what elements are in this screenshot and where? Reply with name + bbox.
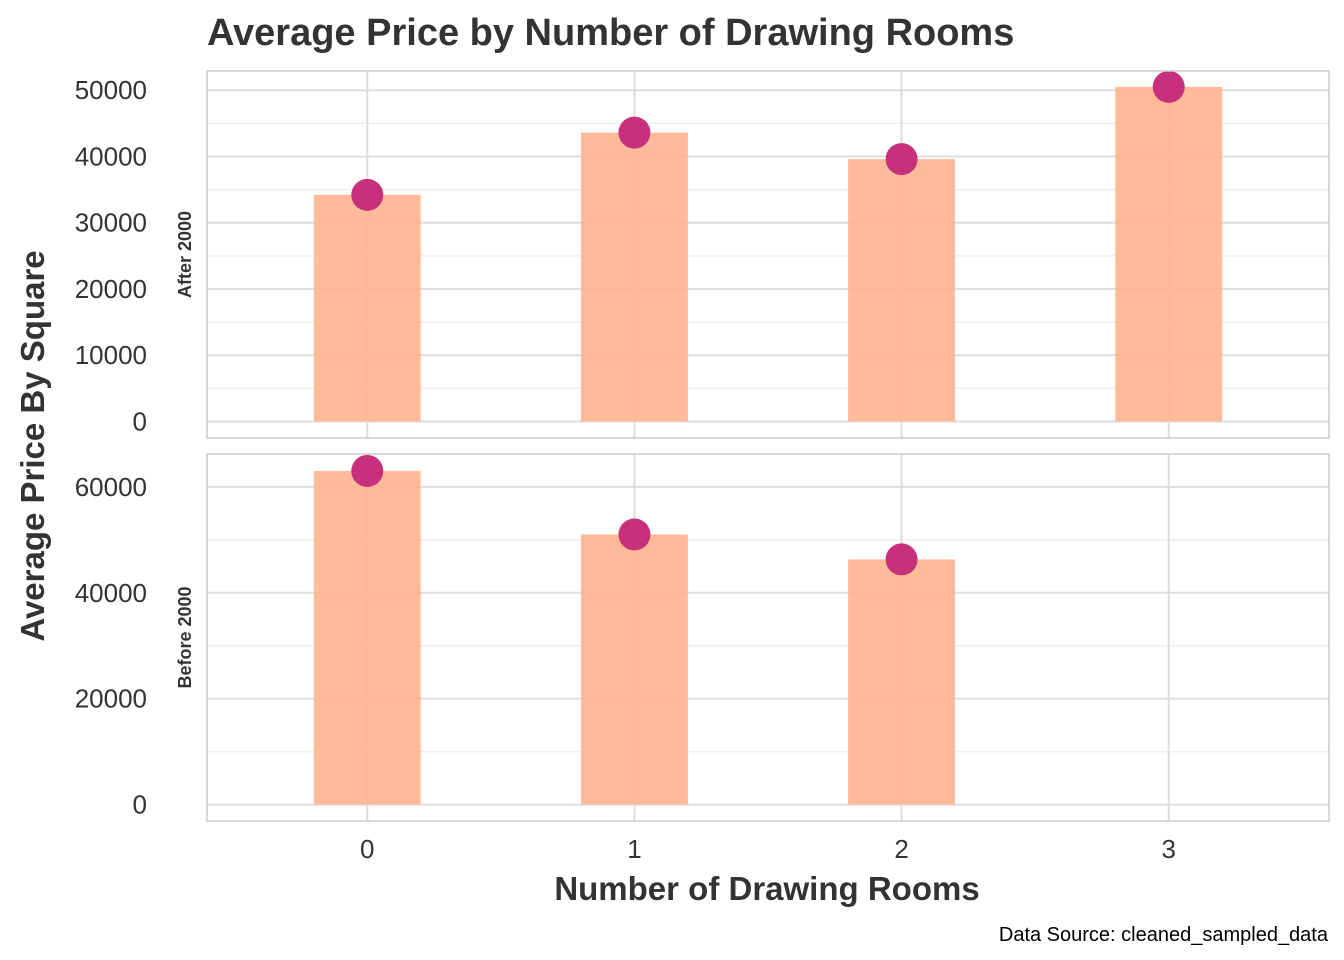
- data-point: [885, 143, 918, 176]
- panel-before-2000: 0 20000 40000 60000 Before 2000: [75, 453, 1330, 822]
- panel-border: [206, 70, 1330, 439]
- y-tick-label: 0: [133, 406, 147, 436]
- y-tick-label: 0: [133, 790, 147, 820]
- bar: [848, 159, 955, 422]
- data-point: [351, 178, 384, 211]
- y-axis-title: Average Price By Square: [14, 250, 51, 641]
- x-tick-label: 0: [360, 834, 374, 864]
- data-point: [351, 454, 384, 487]
- y-tick-label: 40000: [75, 141, 147, 171]
- data-point: [618, 116, 651, 149]
- bar: [1115, 86, 1223, 422]
- data-point: [1152, 70, 1185, 103]
- caption: Data Source: cleaned_sampled_data: [999, 924, 1329, 946]
- bar: [581, 132, 688, 422]
- panel-border: [206, 453, 1330, 822]
- bar: [313, 194, 421, 422]
- bar: [581, 534, 688, 805]
- chart-title: Average Price by Number of Drawing Rooms: [207, 12, 1014, 54]
- x-axis-ticks: 0 1 2 3: [360, 834, 1176, 864]
- panel-label: After 2000: [175, 211, 195, 298]
- x-tick-label: 3: [1161, 834, 1175, 864]
- x-tick-label: 1: [627, 834, 641, 864]
- data-point: [885, 543, 918, 576]
- data-point: [618, 518, 651, 551]
- y-tick-label: 40000: [75, 578, 147, 608]
- y-tick-label: 30000: [75, 208, 147, 238]
- bar: [313, 470, 421, 805]
- bar: [848, 559, 955, 805]
- y-tick-label: 60000: [75, 472, 147, 502]
- y-tick-label: 50000: [75, 75, 147, 105]
- y-tick-label: 20000: [75, 274, 147, 304]
- panel-after-2000: 0 10000 20000 30000 40000 50000 After 2000: [75, 70, 1330, 439]
- y-tick-label: 10000: [75, 340, 147, 370]
- panel-label: Before 2000: [175, 586, 195, 688]
- y-tick-label: 20000: [75, 684, 147, 714]
- x-tick-label: 2: [894, 834, 908, 864]
- x-axis-title: Number of Drawing Rooms: [554, 870, 979, 907]
